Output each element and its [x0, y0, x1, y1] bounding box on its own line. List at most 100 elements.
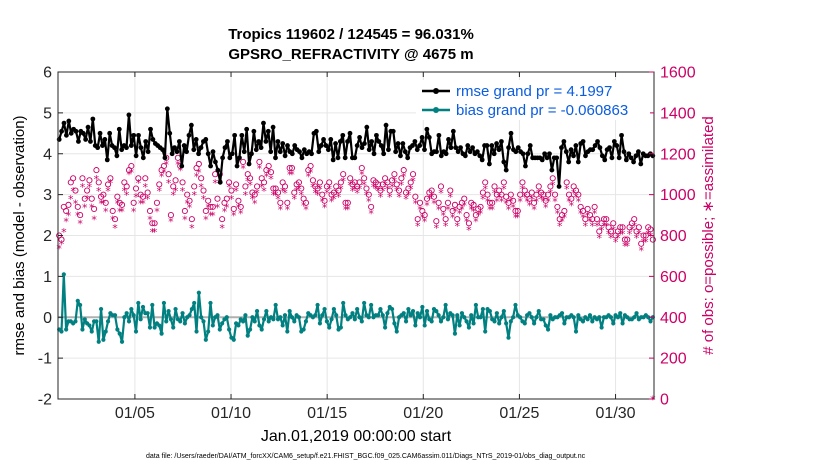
rmse-point: [525, 151, 531, 157]
rmse-point: [318, 143, 324, 148]
rmse-point: [426, 135, 432, 140]
bias-point: [443, 302, 448, 308]
obs-assimilated-marker: *: [359, 169, 365, 182]
bias-point: [343, 313, 348, 318]
obs-assimilated-marker: *: [115, 197, 121, 210]
bias-point: [285, 329, 290, 334]
rmse-point: [83, 137, 89, 142]
obs-possible-marker: [631, 216, 638, 223]
bias-point: [436, 313, 441, 318]
rmse-point: [275, 139, 281, 144]
rmse-point: [419, 135, 425, 140]
bias-point: [615, 315, 621, 320]
obs-possible-marker: [531, 199, 538, 206]
obs-assimilated-marker: *: [268, 173, 274, 186]
obs-markers: ****************************************…: [56, 154, 656, 407]
obs-assimilated-marker: *: [403, 193, 409, 206]
obs-assimilated-marker: *: [392, 175, 398, 188]
bias-point: [189, 306, 194, 312]
rmse-point: [232, 132, 238, 138]
obs-assimilated-marker: *: [429, 191, 435, 204]
obs-assimilated-marker: *: [513, 212, 519, 225]
bias-point: [98, 306, 104, 312]
obs-possible-marker: [593, 216, 601, 223]
rmse-point: [119, 147, 125, 153]
bias-point: [420, 304, 425, 310]
rmse-point: [198, 145, 204, 151]
obs-assimilated-marker: *: [611, 224, 617, 237]
obs-possible-marker: [617, 224, 624, 231]
rmse-point: [489, 143, 495, 148]
bias-point: [632, 315, 637, 320]
obs-assimilated-marker: *: [559, 216, 565, 229]
obs-possible-marker: [340, 171, 347, 178]
rmse-point: [131, 132, 137, 138]
bias-point: [355, 306, 360, 312]
obs-assimilated-marker: *: [573, 191, 579, 204]
obs-possible-marker: [344, 199, 351, 206]
y-left-tick-label: 1: [43, 269, 52, 286]
rmse-point: [595, 139, 600, 144]
rmse-point: [164, 106, 170, 112]
rmse-point: [414, 147, 420, 153]
rmse-point: [114, 153, 120, 159]
rmse-point: [602, 157, 608, 163]
obs-possible-marker: [70, 175, 77, 182]
legend: rmse grand pr = 4.1997 bias grand pr = -…: [416, 80, 650, 120]
obs-possible-marker: [109, 207, 116, 215]
obs-possible-marker: [377, 187, 384, 194]
obs-assimilated-marker: *: [273, 189, 279, 202]
rmse-point: [244, 126, 250, 132]
obs-possible-marker: [144, 189, 151, 196]
x-tick-label: 01/30: [596, 405, 636, 422]
obs-assimilated-marker: *: [182, 214, 188, 227]
rmse-point: [104, 157, 110, 163]
rmse-point: [184, 149, 189, 155]
bias-point: [220, 321, 225, 326]
rmse-point: [191, 147, 197, 153]
bias-point: [536, 309, 541, 314]
bias-point: [105, 319, 111, 324]
bias-point: [401, 311, 406, 316]
obs-possible-marker: [454, 216, 461, 223]
rmse-point: [253, 147, 259, 153]
bias-point: [117, 331, 122, 336]
obs-assimilated-marker: *: [126, 169, 132, 182]
rmse-point: [549, 167, 555, 173]
bias-point: [89, 329, 94, 334]
bias-point: [394, 329, 399, 334]
rmse-point: [364, 124, 370, 130]
bias-point: [417, 315, 423, 320]
obs-assimilated-marker: *: [205, 201, 211, 214]
bias-point: [380, 313, 385, 318]
rmse-point: [335, 155, 341, 161]
bias-point: [187, 313, 192, 318]
bias-point: [585, 317, 590, 322]
rmse-point: [527, 143, 533, 148]
obs-assimilated-marker: *: [485, 195, 491, 208]
obs-possible-marker: [647, 226, 654, 233]
obs-possible-marker: [365, 191, 372, 198]
obs-assimilated-marker: *: [641, 236, 647, 249]
obs-assimilated-marker: *: [177, 165, 183, 178]
rmse-point: [477, 153, 483, 159]
rmse-point: [97, 130, 103, 136]
obs-assimilated-marker: *: [601, 220, 607, 233]
bias-point: [383, 325, 388, 330]
obs-possible-marker: [484, 191, 491, 198]
rmse-point: [443, 151, 449, 157]
obs-assimilated-marker: *: [317, 183, 323, 196]
rmse-point: [76, 139, 81, 144]
y-left-tick-label: 5: [43, 105, 52, 122]
obs-assimilated-marker: *: [189, 222, 195, 235]
obs-assimilated-marker: *: [578, 208, 584, 221]
bias-point: [75, 298, 80, 303]
bias-point: [562, 321, 567, 326]
obs-assimilated-marker: *: [438, 187, 444, 200]
obs-possible-marker: [209, 203, 216, 210]
obs-assimilated-marker: *: [617, 228, 623, 241]
obs-possible-marker: [111, 216, 119, 223]
rmse-point: [107, 130, 113, 136]
bias-point: [501, 309, 506, 314]
rmse-point: [301, 147, 307, 153]
